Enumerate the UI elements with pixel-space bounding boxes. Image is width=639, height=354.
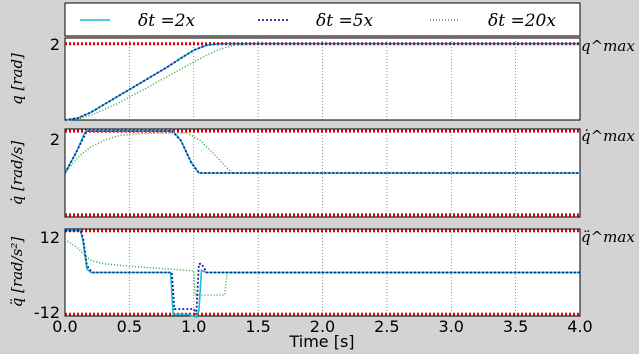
xtick-label-5: 2.5	[374, 317, 399, 336]
xtick-label-4: 2.0	[310, 317, 335, 336]
ytick-qddot-12: 12	[40, 228, 60, 247]
xtick-label-3: 1.5	[245, 317, 270, 336]
series-qddot-dt2	[65, 229, 580, 318]
ytick-qdot-2: 2	[50, 130, 60, 149]
xtick-label-1: 0.5	[117, 317, 142, 336]
limit-label-qddot: q̈^max	[581, 228, 635, 246]
ytick-q-2: 2	[50, 35, 60, 54]
panel-q-background	[64, 37, 581, 121]
xlabel: Time [s]	[288, 332, 354, 351]
xtick-label-2: 1.0	[181, 317, 206, 336]
legend-label-dt5: δt =5x	[316, 11, 374, 31]
ylabel-qdot: q̇ [rad/s]	[8, 141, 26, 206]
legend-label-dt2: δt =2x	[138, 11, 196, 31]
xtick-label-6: 3.0	[439, 317, 464, 336]
series-qdot-dt20	[64, 132, 580, 174]
legend-box	[64, 2, 581, 37]
legend-label-dt20: δt =20x	[488, 11, 556, 31]
ytick-qddot-minus12: -12	[34, 303, 60, 322]
ylabel-qddot: q̈ [rad/s²]	[8, 237, 26, 308]
series-layer	[64, 42, 580, 318]
limit-label-qdot: q̇^max	[581, 127, 635, 145]
series-q-dt20	[64, 43, 580, 121]
xtick-label-0: 0.0	[52, 317, 77, 336]
series-qddot-dt5	[65, 229, 580, 315]
grid-layer	[129, 38, 516, 316]
legend: δt =2x δt =5x δt =20x	[64, 2, 581, 37]
xtick-label-7: 3.5	[503, 317, 528, 336]
series-q-dt5	[64, 42, 580, 121]
series-qdot-dt5	[64, 130, 580, 174]
xtick-label-8: 4.0	[567, 317, 592, 336]
limit-label-q: q^max	[581, 37, 635, 55]
ylabel-q: q [rad]	[8, 53, 26, 105]
xtick-layer: 0.0 0.5 1.0 1.5 2.0 2.5 3.0 3.5 4.0	[52, 317, 592, 336]
